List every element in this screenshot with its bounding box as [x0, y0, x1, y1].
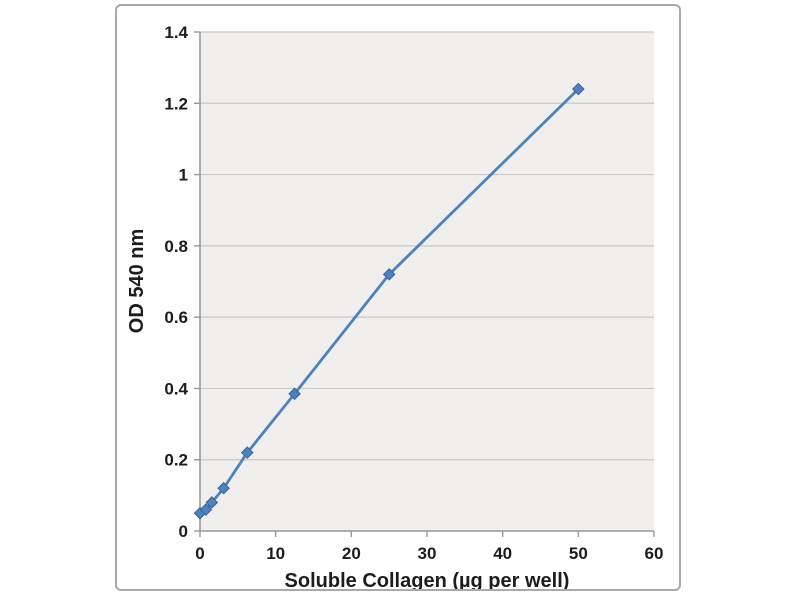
y-tick-label: 0.6 — [164, 308, 188, 327]
data-point-marker — [205, 496, 219, 509]
y-tick-label: 1.2 — [164, 94, 188, 113]
x-tick-label: 50 — [569, 544, 588, 563]
x-tick-label: 0 — [195, 544, 204, 563]
data-point-marker — [199, 503, 213, 516]
y-tick-label: 0.2 — [164, 451, 188, 470]
chart-frame: 0 0.2 0.4 0.6 0.8 1 1.2 1.4 0 10 20 30 40 50 60 Solubl… — [115, 4, 681, 591]
y-tick-label: 0.8 — [164, 237, 188, 256]
x-tick-label: 40 — [493, 544, 512, 563]
x-tick-label: 60 — [645, 544, 664, 563]
chart-plot-layer: 0 0.2 0.4 0.6 0.8 1 1.2 1.4 0 10 20 30 40 50 60 — [164, 23, 663, 563]
y-tick-label: 1.4 — [164, 23, 188, 42]
data-point-marker — [572, 82, 585, 96]
x-tick-label: 30 — [418, 544, 437, 563]
collagen-standard-curve-chart: 0 0.2 0.4 0.6 0.8 1 1.2 1.4 0 10 20 30 40 50 60 Solubl… — [126, 23, 663, 589]
x-axis-title: Soluble Collagen (µg per well) — [285, 570, 570, 589]
x-tick-label: 20 — [342, 544, 361, 563]
plot-area — [200, 32, 654, 531]
data-point-marker — [240, 446, 254, 459]
data-point-marker — [217, 481, 230, 495]
y-tick-label: 0 — [179, 522, 188, 541]
y-tick-label: 1 — [179, 166, 188, 185]
data-point-marker — [382, 268, 396, 281]
y-tick-label: 0.4 — [164, 379, 188, 398]
y-axis-title: OD 540 nm — [126, 229, 148, 333]
data-point-marker — [288, 387, 301, 401]
x-tick-label: 10 — [266, 544, 285, 563]
